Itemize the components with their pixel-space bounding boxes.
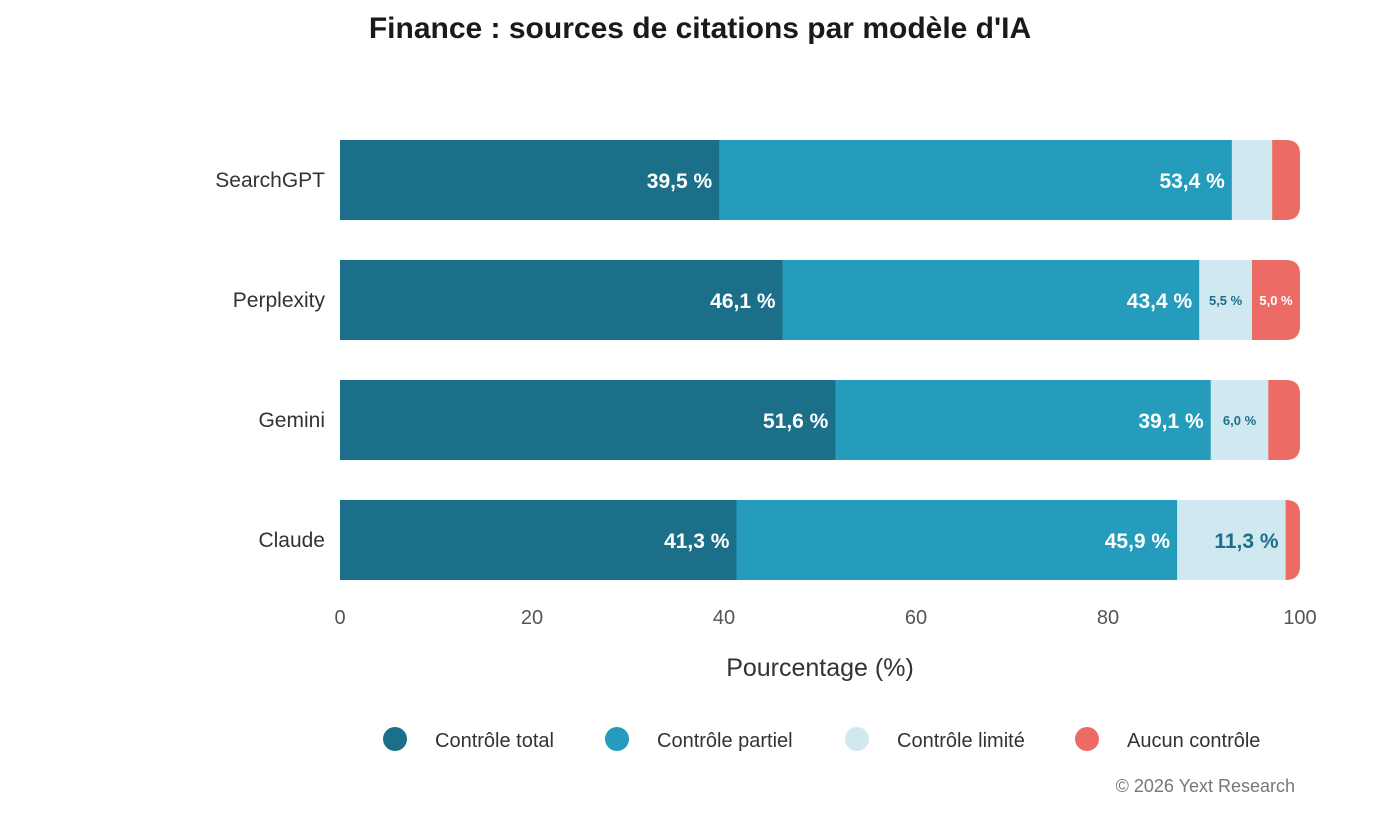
bar-segment-claude-controle-partiel [736, 500, 1178, 580]
category-label-perplexity: Perplexity [233, 289, 326, 312]
x-axis-title: Pourcentage (%) [726, 654, 914, 682]
legend-label-aucun-controle: Aucun contrôle [1127, 730, 1260, 752]
data-label-claude-controle-limite: 11,3 % [1214, 530, 1279, 553]
data-label-gemini-controle-total: 51,6 % [763, 410, 829, 433]
data-label-perplexity-controle-limite: 5,5 % [1209, 293, 1243, 308]
data-label-searchgpt-controle-partiel: 53,4 % [1159, 170, 1225, 193]
category-label-searchgpt: SearchGPT [215, 169, 325, 192]
x-axis-ticks: 0 20 40 60 80 100 [334, 607, 1316, 629]
bar-segment-claude-aucun-controle [1285, 500, 1300, 580]
data-label-perplexity-controle-total: 46,1 % [710, 290, 776, 313]
legend: Contrôle total Contrôle partiel Contrôle l… [383, 727, 1260, 752]
bars-layer: 39,5 % 53,4 % 46,1 % 43,4 % 5,5 % 5,0 % 51,6 %… [340, 140, 1300, 580]
bar-row-perplexity [340, 260, 1300, 340]
legend-label-controle-limite: Contrôle limité [897, 730, 1025, 752]
legend-label-controle-total: Contrôle total [435, 730, 554, 752]
bar-segment-searchgpt-controle-partiel [719, 140, 1233, 220]
legend-swatch-aucun-controle [1075, 727, 1099, 751]
category-labels: SearchGPT Perplexity Gemini Claude [215, 169, 325, 552]
bar-segment-gemini-controle-total [340, 380, 836, 460]
data-label-perplexity-aucun-controle: 5,0 % [1259, 293, 1293, 308]
legend-item-controle-total: Contrôle total [383, 727, 554, 752]
x-tick-label-20: 20 [521, 607, 543, 629]
bar-segment-searchgpt-controle-limite [1231, 140, 1273, 220]
bar-segment-claude-controle-limite [1177, 500, 1287, 580]
data-label-claude-controle-total: 41,3 % [664, 530, 730, 553]
bar-segment-perplexity-controle-partiel [782, 260, 1200, 340]
bar-segment-searchgpt-controle-total [340, 140, 720, 220]
bar-segment-gemini-controle-limite [1210, 380, 1269, 460]
bar-segment-gemini-controle-partiel [835, 380, 1212, 460]
bar-segment-perplexity-controle-total [340, 260, 784, 340]
data-label-searchgpt-controle-total: 39,5 % [647, 170, 713, 193]
data-label-gemini-controle-limite: 6,0 % [1223, 413, 1257, 428]
bar-segment-gemini-aucun-controle [1268, 380, 1300, 460]
bar-segment-searchgpt-aucun-controle [1272, 140, 1300, 220]
legend-label-controle-partiel: Contrôle partiel [657, 730, 793, 752]
bar-row-claude [340, 500, 1300, 580]
category-label-gemini: Gemini [258, 409, 325, 432]
bar-segment-claude-controle-total [340, 500, 737, 580]
bar-segment-perplexity-controle-limite [1199, 260, 1253, 340]
category-label-claude: Claude [258, 529, 325, 552]
legend-swatch-controle-limite [845, 727, 869, 751]
data-label-claude-controle-partiel: 45,9 % [1105, 530, 1171, 553]
bar-segment-perplexity-aucun-controle [1252, 260, 1300, 340]
legend-item-controle-partiel: Contrôle partiel [605, 727, 793, 752]
x-tick-label-40: 40 [713, 607, 735, 629]
legend-item-aucun-controle: Aucun contrôle [1075, 727, 1260, 752]
x-tick-label-100: 100 [1283, 607, 1316, 629]
x-tick-label-60: 60 [905, 607, 927, 629]
data-label-gemini-controle-partiel: 39,1 % [1138, 410, 1204, 433]
x-tick-label-0: 0 [334, 607, 345, 629]
legend-swatch-controle-partiel [605, 727, 629, 751]
data-label-perplexity-controle-partiel: 43,4 % [1127, 290, 1193, 313]
bar-row-gemini [340, 380, 1300, 460]
chart-title: Finance : sources de citations par modèl… [369, 12, 1031, 45]
legend-item-controle-limite: Contrôle limité [845, 727, 1025, 752]
x-tick-label-80: 80 [1097, 607, 1119, 629]
credit-text: © 2026 Yext Research [1116, 776, 1295, 796]
bar-row-searchgpt [340, 140, 1300, 220]
legend-swatch-controle-total [383, 727, 407, 751]
